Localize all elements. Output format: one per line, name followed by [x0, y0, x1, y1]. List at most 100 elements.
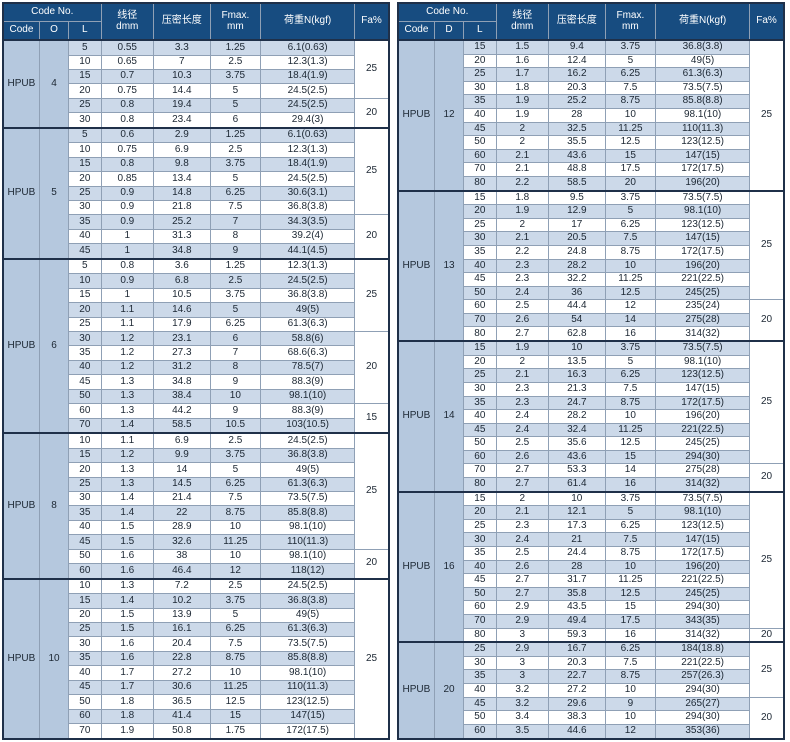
- table-row: 35 2.5 24.4 8.75 172(17.5): [398, 546, 784, 561]
- fmax-cell: 10: [604, 683, 657, 698]
- fmax-cell: 20: [604, 175, 657, 192]
- l-cell: 30: [463, 655, 497, 671]
- fmax-cell: 7.5: [604, 381, 657, 397]
- load-cell: 88.3(9): [260, 374, 356, 390]
- load-cell: 184(18.8): [655, 641, 751, 657]
- wire-diameter-cell: 1.4: [100, 593, 155, 609]
- table-row: 80 2.2 58.5 20 196(20): [398, 175, 784, 192]
- fmax-cell: 5: [209, 83, 262, 99]
- l-cell: 60: [463, 449, 497, 465]
- fmax-header: Fmax. mm: [209, 2, 262, 41]
- fmax-cell: 5: [209, 302, 262, 318]
- table-row: HPUB 13 15 1.8 9.5 3.75 73.5(7.5) 25: [397, 189, 785, 342]
- load-cell: 123(12.5): [260, 694, 356, 710]
- wire-diameter-cell: 1.4: [100, 505, 155, 521]
- fmax-cell: 14: [604, 463, 657, 478]
- fmax-cell: 1.75: [209, 722, 262, 740]
- compressed-length-cell: 14.4: [153, 83, 211, 99]
- l-cell: 15: [68, 68, 102, 85]
- load-cell: 353(36): [655, 723, 751, 740]
- fmax-cell: 3.75: [209, 593, 262, 609]
- l-cell: 45: [463, 121, 497, 137]
- compressed-length-cell: 21.4: [153, 490, 211, 507]
- wire-diameter-cell: 3: [495, 669, 550, 685]
- compressed-length-cell: 48.8: [548, 162, 606, 177]
- table-row: 80 2.7 61.4 16 314(32): [398, 476, 784, 493]
- d-cell: 10: [38, 577, 70, 740]
- wire-diameter-cell: 0.55: [100, 38, 155, 56]
- l-cell: 70: [68, 417, 102, 434]
- wire-diameter-header: 线径 dmm: [495, 2, 550, 41]
- code-header: Code: [397, 21, 435, 41]
- wire-diameter-cell: 1: [100, 287, 155, 304]
- compressed-length-cell: 16.1: [153, 621, 211, 638]
- load-cell: 36.8(3.8): [260, 593, 356, 609]
- compressed-length-cell: 23.1: [153, 331, 211, 347]
- compressed-length-cell: 59.3: [548, 627, 606, 643]
- l-cell: 40: [68, 228, 102, 245]
- load-cell: 85.8(8.8): [260, 505, 356, 521]
- fa-cell: 20: [354, 331, 390, 405]
- fmax-cell: 6.25: [604, 641, 657, 657]
- wire-diameter-cell: 1.3: [100, 462, 155, 478]
- wire-diameter-cell: 0.8: [100, 112, 155, 129]
- load-cell: 73.5(7.5): [655, 80, 751, 96]
- table-row: 70 1.4 58.5 10.5 103(10.5): [3, 417, 389, 434]
- compressed-length-cell: 28.2: [548, 258, 606, 274]
- wire-diameter-cell: 1.8: [100, 708, 155, 724]
- l-cell: 15: [463, 189, 497, 206]
- compressed-length-cell: 20.5: [548, 231, 606, 246]
- compressed-length-cell: 14: [153, 462, 211, 478]
- fmax-cell: 11.25: [604, 573, 657, 588]
- table-row: HPUB 16 15 2 10 3.75 73.5(7.5) 25: [397, 490, 785, 643]
- fmax-cell: 6.25: [209, 476, 262, 492]
- load-cell: 73.5(7.5): [260, 636, 356, 652]
- fmax-cell: 16: [604, 326, 657, 342]
- l-cell: 50: [463, 135, 497, 150]
- load-cell: 275(28): [655, 463, 751, 478]
- l-cell: 40: [68, 665, 102, 681]
- table-row: 20 1.6 12.4 5 49(5): [398, 53, 784, 69]
- l-cell: 10: [68, 273, 102, 289]
- compressed-length-cell: 32.6: [153, 534, 211, 550]
- load-cell: 85.8(8.8): [260, 650, 356, 667]
- table-row: 10 0.65 7 2.5 12.3(1.3): [3, 54, 389, 70]
- load-header: 荷重N(kgf): [655, 2, 751, 41]
- fa-header: Fa%: [354, 2, 390, 41]
- fmax-cell: 3.75: [209, 68, 262, 85]
- compressed-length-cell: 6.9: [153, 142, 211, 158]
- table-row: 30 1.2 23.1 6 58.8(6) 20: [3, 331, 390, 405]
- wire-diameter-cell: 0.7: [100, 68, 155, 85]
- spec-table-right: Code No. 线径 dmm 压密长度 Fmax. mm 荷重N(kgf) Fa%…: [397, 2, 785, 740]
- table-row: HPUB 5 5 0.6 2.9 1.25 6.1(0.63) 25: [2, 126, 390, 260]
- load-cell: 103(10.5): [260, 417, 356, 434]
- fmax-cell: 12: [209, 563, 262, 580]
- fmax-cell: 3.75: [604, 340, 657, 356]
- wire-diameter-cell: 0.75: [100, 83, 155, 99]
- compressed-length-cell: 12.9: [548, 204, 606, 219]
- table-row: 40 1.7 27.2 10 98.1(10): [3, 665, 389, 681]
- l-cell: 45: [68, 679, 102, 696]
- fmax-cell: 5: [604, 204, 657, 219]
- fa-cell: 25: [354, 126, 390, 216]
- wire-diameter-cell: 3.2: [495, 683, 550, 698]
- fmax-cell: 1.25: [209, 257, 262, 275]
- l-cell: 20: [68, 83, 102, 99]
- wire-diameter-cell: 0.9: [100, 214, 155, 230]
- fa-cell: 25: [749, 39, 785, 192]
- load-cell: 221(22.5): [655, 655, 751, 671]
- wire-diameter-cell: 3.4: [495, 710, 550, 725]
- wire-diameter-cell: 1.9: [495, 107, 550, 123]
- fmax-cell: 11.25: [209, 534, 262, 550]
- compressed-length-cell: 10: [548, 340, 606, 356]
- l-cell: 45: [463, 696, 497, 712]
- compressed-length-cell: 35.8: [548, 586, 606, 602]
- compressed-length-cell: 22.7: [548, 669, 606, 685]
- load-cell: 24.5(2.5): [260, 577, 356, 595]
- d-cell: 12: [433, 39, 465, 192]
- load-cell: 196(20): [655, 409, 751, 424]
- l-cell: 45: [463, 272, 497, 287]
- load-cell: 24.5(2.5): [260, 273, 356, 289]
- compressed-length-cell: 17.3: [548, 518, 606, 534]
- l-cell: 25: [463, 641, 497, 657]
